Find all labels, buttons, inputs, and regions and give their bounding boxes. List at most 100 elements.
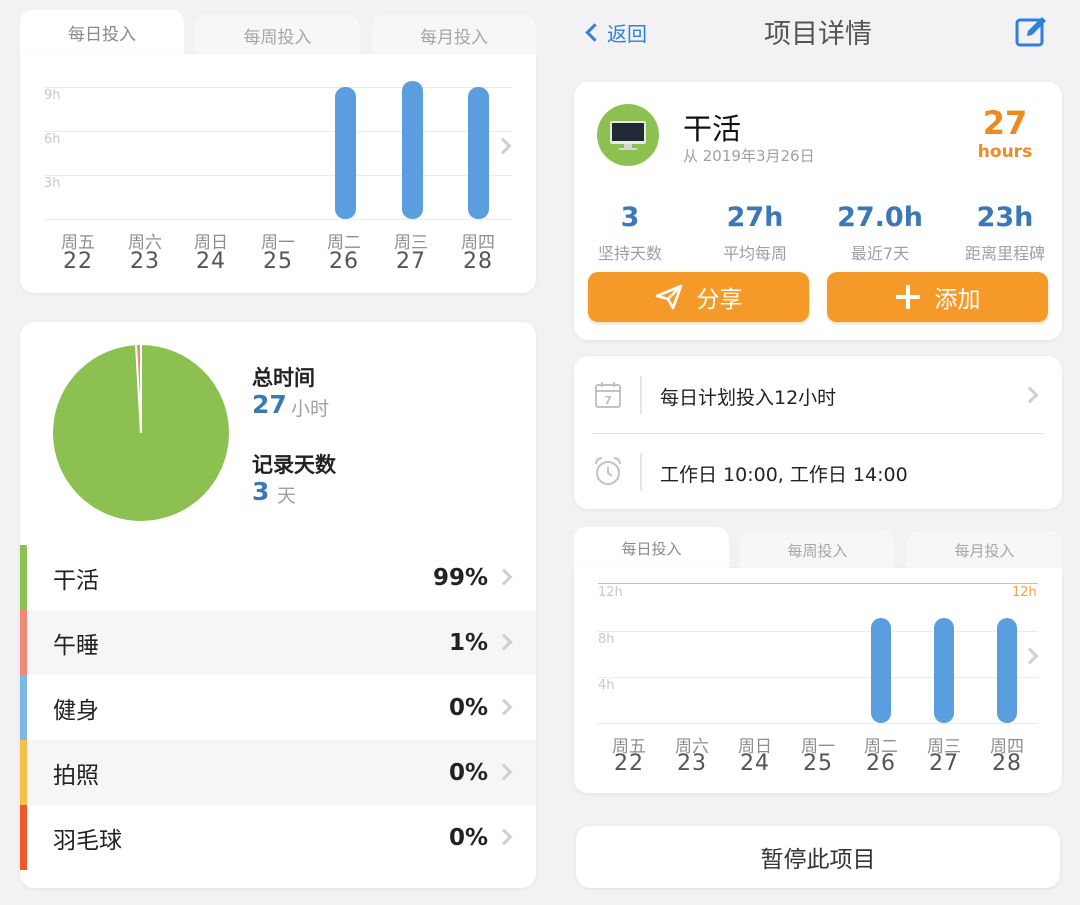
reminder-text: 工作日 10:00, 工作日 14:00 (660, 464, 908, 486)
pie-divider (135, 345, 142, 434)
bar-6 (401, 81, 423, 219)
edit-icon[interactable] (1014, 15, 1048, 49)
day-name: 周五 (612, 737, 646, 757)
day-number: 25 (803, 751, 833, 776)
y-tick-label: 8h (598, 632, 615, 647)
day-name: 周日 (738, 737, 772, 757)
page-title: 项目详情 (764, 19, 872, 50)
add-label: 添加 (934, 287, 981, 313)
chevron-right-icon (495, 763, 513, 781)
category-name: 健身 (53, 697, 99, 724)
plan-card (574, 356, 1062, 509)
share-button[interactable]: 分享 (588, 272, 809, 322)
chevron-right-icon[interactable] (494, 137, 512, 155)
project-hours-unit: hours (977, 142, 1033, 162)
category-name: 午睡 (53, 632, 99, 659)
stat-value: 3 (620, 202, 640, 233)
stat-label: 最近7天 (850, 244, 910, 263)
day-number: 28 (992, 751, 1022, 776)
y-tick-label: 4h (598, 678, 615, 693)
daily-chart-card: 9h 6h 3h 周五 周六 周日 周一 周二 周三 周四 22 23 24 2… (20, 54, 536, 293)
tab-daily[interactable]: 每日投入 (574, 527, 729, 569)
tab-weekly[interactable]: 每周投入 (195, 15, 360, 55)
day-name: 周四 (990, 737, 1024, 757)
record-days-label: 记录天数 (252, 453, 336, 477)
plus-icon (895, 285, 920, 309)
category-row-fitness[interactable]: 健身 0% (20, 675, 536, 740)
back-label: 返回 (607, 21, 647, 46)
computer-icon (610, 121, 646, 150)
day-number: 27 (929, 751, 959, 776)
category-name: 羽毛球 (53, 827, 122, 854)
project-daily-chart-card: 12h 12h 8h 4h 周五 周六 周日 周一 周二 周三 周四 22 23… (574, 568, 1062, 793)
day-name: 周三 (394, 233, 428, 253)
stat-value: 27.0h (837, 202, 923, 233)
category-percent: 0% (448, 759, 488, 786)
category-row-nap[interactable]: 午睡 1% (20, 610, 536, 675)
grid-line (598, 723, 1038, 724)
category-percent: 0% (448, 694, 488, 721)
chevron-right-icon (495, 633, 513, 651)
category-color-strip (20, 545, 27, 610)
category-name: 干活 (53, 567, 99, 594)
grid-line (598, 631, 1038, 632)
y-tick-label: 6h (44, 132, 61, 147)
category-name: 拍照 (53, 762, 99, 789)
bar-5 (334, 87, 356, 219)
tab-weekly[interactable]: 每周投入 (740, 531, 895, 569)
daily-plan-row[interactable]: 7 每日计划投入12小时 (574, 356, 1062, 434)
alarm-clock-icon (595, 457, 621, 485)
record-days-unit: 天 (277, 485, 297, 507)
grid-line (44, 175, 512, 176)
grid-line (44, 87, 512, 88)
grid-line (598, 677, 1038, 678)
category-percent: 0% (448, 824, 488, 851)
y-tick-label: 9h (44, 88, 61, 103)
category-color-strip (20, 610, 27, 675)
bar-5 (871, 618, 891, 723)
chevron-right-icon (495, 568, 513, 586)
tab-monthly[interactable]: 每月投入 (372, 15, 536, 55)
add-button[interactable]: 添加 (827, 272, 1048, 322)
chevron-right-icon[interactable] (1021, 647, 1039, 665)
category-row-badminton[interactable]: 羽毛球 0% (20, 805, 536, 870)
share-label: 分享 (696, 287, 743, 313)
total-time-label: 总时间 (252, 366, 315, 390)
day-name: 周一 (261, 233, 295, 253)
category-color-strip (20, 675, 27, 740)
back-button[interactable]: 返回 (582, 16, 647, 48)
row-divider (640, 376, 642, 414)
y-tick-label: 3h (44, 176, 61, 191)
category-pie-chart (53, 345, 229, 521)
stat-label: 坚持天数 (597, 244, 662, 263)
pause-project-button[interactable]: 暂停此项目 (576, 826, 1060, 888)
calendar-icon: 7 (595, 382, 621, 408)
day-number: 25 (263, 249, 293, 274)
row-divider (640, 453, 642, 491)
target-label: 12h (1012, 585, 1037, 600)
category-color-strip (20, 805, 27, 870)
day-name: 周四 (461, 233, 495, 253)
tab-daily[interactable]: 每日投入 (20, 10, 184, 54)
project-avatar (597, 104, 659, 166)
category-row-photo[interactable]: 拍照 0% (20, 740, 536, 805)
chevron-left-icon (585, 22, 604, 42)
day-number: 28 (463, 249, 493, 274)
day-number: 22 (614, 751, 644, 776)
y-tick-label: 12h (598, 585, 623, 600)
day-number: 24 (196, 249, 226, 274)
project-name: 干活 (683, 112, 742, 146)
chevron-right-icon (1021, 386, 1039, 404)
pause-project-label: 暂停此项目 (760, 847, 876, 873)
bar-7 (997, 618, 1017, 723)
tab-monthly[interactable]: 每月投入 (907, 531, 1062, 569)
svg-text:7: 7 (604, 394, 612, 407)
day-name: 周一 (801, 737, 835, 757)
reminder-row[interactable]: 工作日 10:00, 工作日 14:00 (574, 434, 1062, 509)
category-row-work[interactable]: 干活 99% (20, 545, 536, 610)
day-name: 周六 (128, 233, 162, 253)
chevron-right-icon (495, 828, 513, 846)
stat-label: 平均每周 (722, 244, 787, 263)
category-percent: 1% (448, 629, 488, 656)
total-time-unit: 小时 (291, 398, 330, 420)
